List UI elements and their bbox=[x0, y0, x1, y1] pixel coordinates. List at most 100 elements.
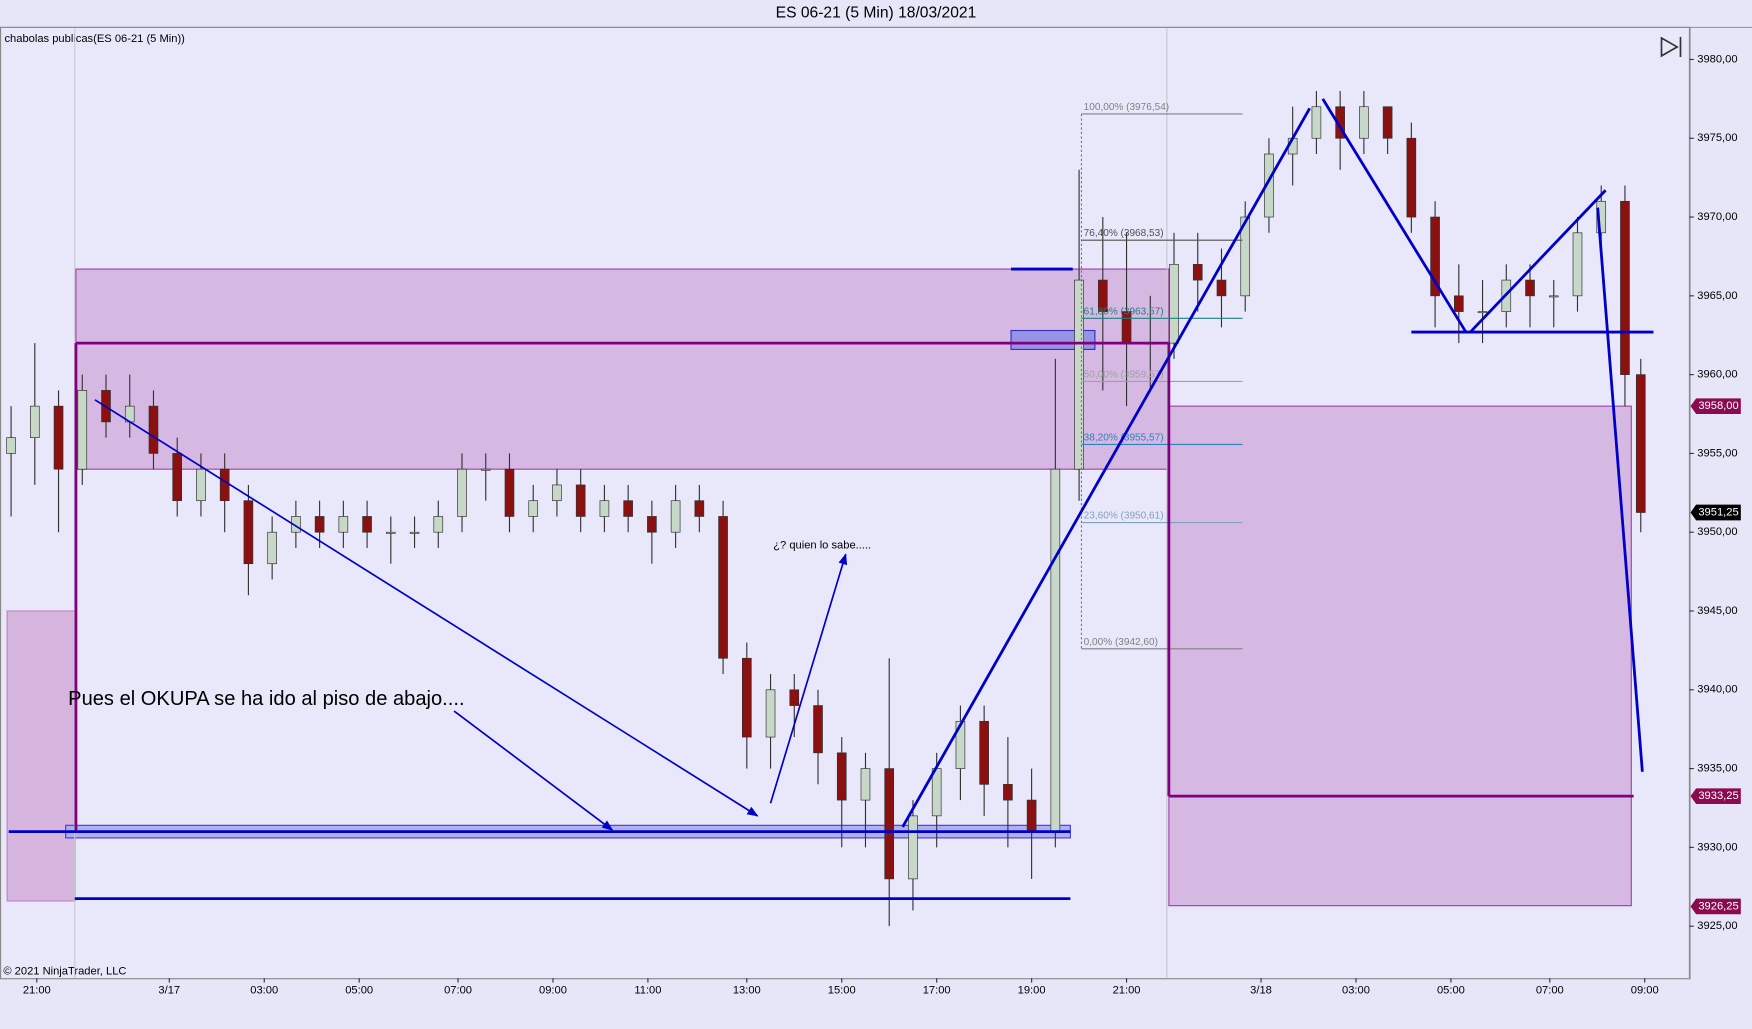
drawn-line bbox=[453, 710, 614, 831]
zone bbox=[6, 610, 76, 902]
drawn-line bbox=[1596, 207, 1644, 772]
candle-body bbox=[742, 657, 752, 738]
price-tag bbox=[1690, 788, 1741, 804]
x-tick-label: 11:00 bbox=[634, 984, 661, 996]
x-tick-label: 09:00 bbox=[1631, 984, 1659, 996]
candle-body bbox=[6, 437, 16, 454]
candle-body bbox=[148, 405, 159, 454]
y-tick-label: 3945,00 bbox=[1697, 605, 1737, 617]
annotation: Pues el OKUPA se ha ido al piso de abajo… bbox=[68, 688, 464, 710]
x-tick-label: 03:00 bbox=[250, 984, 278, 996]
candle-body bbox=[694, 500, 705, 517]
indicator-label: chabolas publicas(ES 06-21 (5 Min)) bbox=[4, 33, 185, 45]
candle-body bbox=[908, 815, 918, 880]
zone bbox=[1168, 405, 1632, 907]
candle-body bbox=[243, 500, 254, 565]
candle-body bbox=[457, 468, 467, 517]
zone bbox=[1010, 329, 1096, 350]
candle-body bbox=[409, 531, 420, 534]
price-tag bbox=[1690, 898, 1741, 915]
x-tick-label: 05:00 bbox=[345, 984, 373, 996]
x-tick-label: 3/17 bbox=[158, 984, 180, 996]
chart-title: ES 06-21 (5 Min) 18/03/2021 bbox=[776, 5, 977, 22]
candle-body bbox=[1382, 106, 1393, 139]
play-icon[interactable] bbox=[1660, 36, 1682, 58]
play-triangle[interactable] bbox=[1660, 36, 1679, 58]
x-tick-label: 19:00 bbox=[1018, 984, 1046, 996]
candle-body bbox=[931, 768, 942, 817]
y-tick-label: 3975,00 bbox=[1697, 132, 1737, 144]
x-tick-label: 21:00 bbox=[1113, 984, 1141, 996]
candle-body bbox=[1003, 784, 1013, 801]
candle-body bbox=[1098, 279, 1108, 312]
x-tick-label: 07:00 bbox=[444, 984, 472, 996]
y-tick-label: 3940,00 bbox=[1697, 684, 1737, 696]
annotation: ¿? quien lo sabe..... bbox=[773, 539, 871, 551]
candle-body bbox=[386, 531, 396, 534]
candle-body bbox=[1240, 216, 1251, 297]
candle-body bbox=[1216, 279, 1227, 297]
fib-label: 61,80% (3963,57) bbox=[1084, 306, 1164, 317]
candle-body bbox=[575, 484, 586, 517]
fib-label: 0,00% (3942,60) bbox=[1084, 637, 1158, 648]
y-tick-label: 3935,00 bbox=[1697, 763, 1737, 775]
candle-body bbox=[338, 516, 349, 533]
candle-body bbox=[1406, 137, 1417, 218]
y-tick-label: 3950,00 bbox=[1697, 526, 1737, 538]
candle-body bbox=[1635, 374, 1646, 513]
candle-body bbox=[1026, 799, 1037, 832]
candle-body bbox=[219, 468, 230, 502]
candle-body bbox=[172, 453, 183, 502]
candle-body bbox=[314, 516, 325, 533]
candle-body bbox=[433, 516, 444, 533]
candle-body bbox=[196, 468, 206, 502]
candle-body bbox=[1477, 311, 1488, 314]
drawn-line bbox=[1321, 98, 1468, 333]
candle-body bbox=[1050, 468, 1061, 832]
y-tick-label: 3960,00 bbox=[1697, 369, 1737, 381]
fib-label: 50,00% (3959,57) bbox=[1084, 369, 1164, 380]
fib-label: 76,40% (3968,53) bbox=[1084, 228, 1164, 239]
candle-body bbox=[267, 531, 277, 565]
drawn-line bbox=[901, 107, 1311, 828]
price-tag-label: 3926,25 bbox=[1698, 900, 1738, 912]
candle-body bbox=[30, 405, 40, 438]
x-tick-label: 07:00 bbox=[1536, 984, 1564, 996]
candle-body bbox=[647, 516, 657, 533]
candle-body bbox=[1525, 279, 1535, 297]
x-tick-label: 3/18 bbox=[1250, 984, 1272, 996]
x-tick-label: 15:00 bbox=[828, 984, 856, 996]
x-tick-label: 05:00 bbox=[1437, 984, 1465, 996]
price-tag-label: 3951,25 bbox=[1698, 506, 1738, 518]
candle-body bbox=[1192, 263, 1203, 281]
candle-body bbox=[789, 689, 800, 706]
candle-body bbox=[979, 720, 989, 785]
x-tick-label: 09:00 bbox=[539, 984, 567, 996]
drawn-line bbox=[1469, 189, 1607, 334]
x-tick-label: 13:00 bbox=[733, 984, 761, 996]
price-tag-label: 3933,25 bbox=[1698, 790, 1738, 802]
candle-body bbox=[1548, 295, 1559, 298]
candle-body bbox=[884, 768, 895, 880]
y-tick-label: 3965,00 bbox=[1697, 290, 1737, 302]
x-tick-label: 21:00 bbox=[23, 984, 51, 996]
price-tag bbox=[1690, 398, 1741, 414]
candle-body bbox=[623, 500, 633, 517]
candle-body bbox=[955, 720, 966, 769]
x-tick-label: 17:00 bbox=[923, 984, 951, 996]
y-tick-label: 3970,00 bbox=[1697, 211, 1737, 223]
x-tick-label: 03:00 bbox=[1342, 984, 1370, 996]
candle-body bbox=[504, 468, 515, 517]
fib-label: 100,00% (3976,54) bbox=[1084, 102, 1169, 113]
candle-body bbox=[552, 484, 562, 502]
drawn-line bbox=[94, 399, 759, 817]
candle-body bbox=[1620, 200, 1630, 375]
y-tick-label: 3930,00 bbox=[1697, 841, 1737, 853]
candle-body bbox=[480, 468, 491, 471]
candle-body bbox=[362, 516, 372, 533]
candle-body bbox=[1311, 106, 1322, 139]
candle-body bbox=[1454, 295, 1464, 312]
candle-body bbox=[1074, 279, 1084, 470]
